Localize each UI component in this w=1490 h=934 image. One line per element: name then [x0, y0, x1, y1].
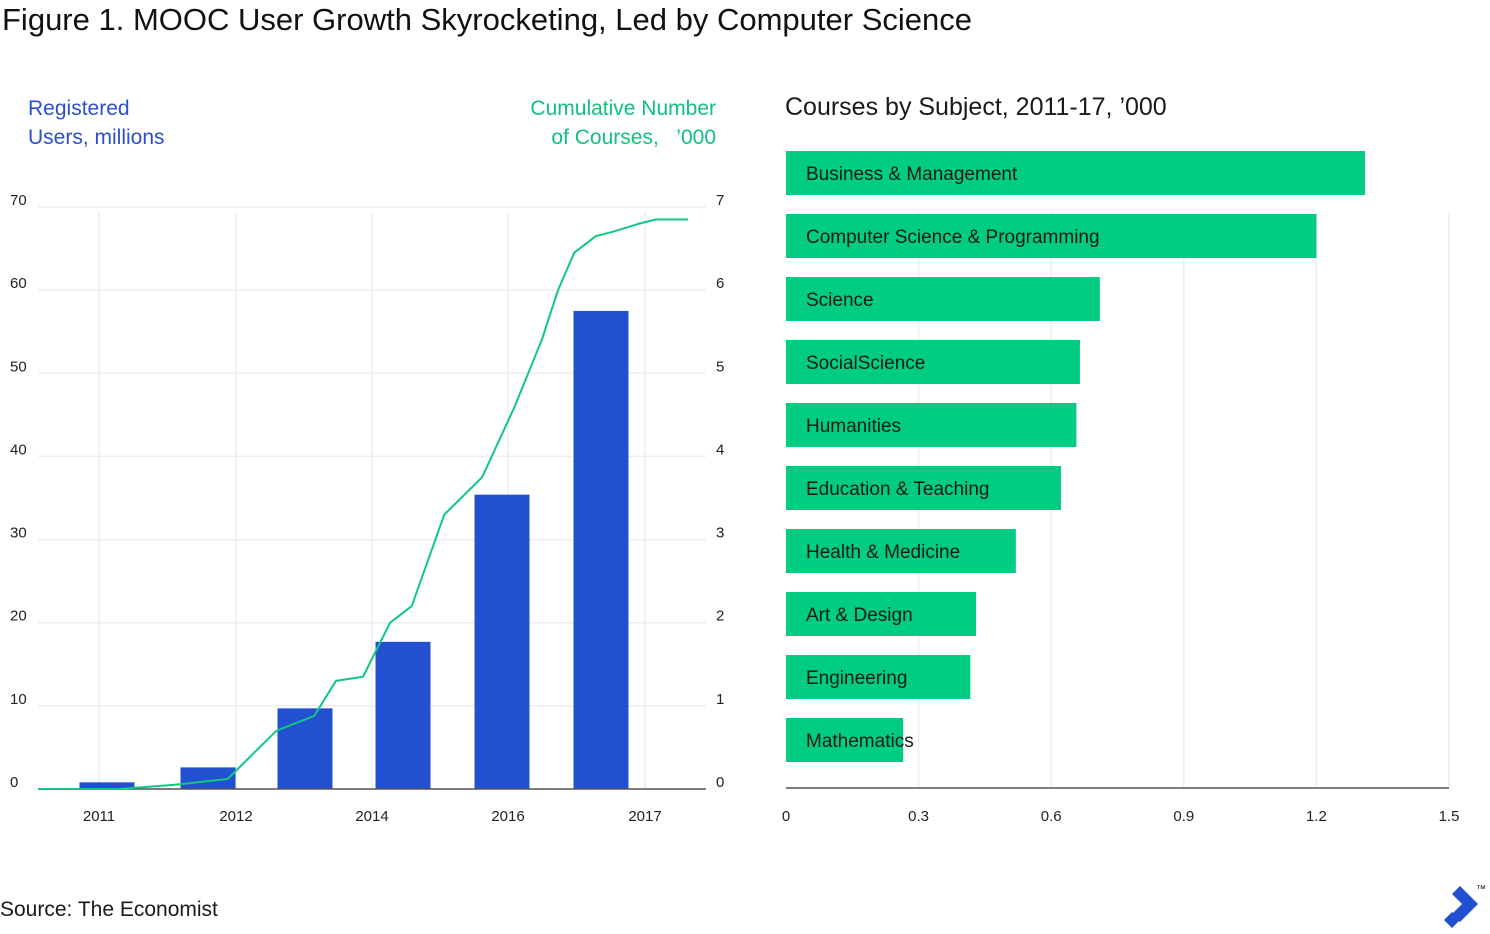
subject-bar-label: Health & Medicine — [806, 542, 960, 563]
toptal-logo-icon: ™ — [1444, 884, 1486, 928]
courses-line — [38, 218, 688, 790]
left-y-tick-label: 0 — [10, 774, 18, 791]
subject-bar — [786, 214, 1317, 258]
subject-bar — [786, 403, 1077, 447]
right-y-tick-label: 3 — [716, 525, 724, 542]
source-note: Source: The Economist — [0, 898, 218, 921]
left-y-tick-label: 20 — [10, 608, 27, 625]
x-tick-label: 2016 — [491, 808, 524, 825]
left-y-axis-title-line-2: Users, millions — [28, 126, 165, 149]
subject-bar — [786, 655, 971, 699]
right-y-tick-label: 4 — [716, 441, 724, 458]
x-tick-label: 2012 — [219, 808, 252, 825]
subject-bar-label: SocialScience — [806, 353, 925, 374]
right-y-axis-title-line-2: of Courses, ’000 — [551, 126, 716, 149]
left-y-tick-label: 50 — [10, 358, 27, 375]
x-tick-label: 0 — [782, 808, 790, 825]
figure-title: Figure 1. MOOC User Growth Skyrocketing,… — [2, 2, 972, 37]
left-y-tick-label: 10 — [10, 691, 27, 708]
x-tick-label: 1.5 — [1439, 808, 1460, 825]
subject-bar-label: Computer Science & Programming — [806, 227, 1100, 248]
right-y-axis-title: Cumulative Number of Courses, ’000 — [505, 94, 716, 152]
users-bar — [375, 641, 431, 789]
left-y-axis-title-line-1: Registered — [28, 97, 130, 120]
x-tick-label: 0.9 — [1173, 808, 1194, 825]
courses-by-subject-chart: Business & Management Computer Science & … — [782, 151, 1460, 825]
subject-bar-label: Humanities — [806, 416, 901, 437]
subject-bar-label: Art & Design — [806, 605, 913, 626]
subject-bar — [786, 277, 1100, 321]
x-tick-label: 0.3 — [908, 808, 929, 825]
subject-bar — [786, 151, 1366, 195]
x-tick-label: 2017 — [628, 808, 661, 825]
users-bar — [79, 782, 135, 789]
right-y-tick-label: 0 — [716, 774, 724, 791]
subject-bar — [786, 529, 1016, 573]
users-bar — [277, 708, 333, 789]
subject-bar-label: Science — [806, 290, 874, 311]
right-y-tick-label: 7 — [716, 192, 724, 209]
subject-bar — [786, 592, 977, 636]
subject-bar-label: Business & Management — [806, 164, 1018, 185]
subject-bar-label: Mathematics — [806, 731, 914, 752]
x-tick-label: 2014 — [355, 808, 388, 825]
left-y-tick-label: 30 — [10, 525, 27, 542]
subject-bar — [786, 718, 904, 762]
subject-bar-label: Engineering — [806, 668, 907, 689]
x-tick-label: 0.6 — [1041, 808, 1062, 825]
users-bar — [573, 310, 629, 789]
right-y-tick-label: 5 — [716, 358, 724, 375]
x-tick-label: 2011 — [83, 808, 115, 825]
subject-bar-label: Education & Teaching — [806, 479, 989, 500]
user-growth-chart: 0 10 20 30 40 50 60 70 0 1 2 3 4 5 6 7 2011 2012 2014 2016 2… — [10, 192, 724, 825]
users-bar — [474, 494, 530, 789]
left-y-tick-label: 40 — [10, 441, 27, 458]
left-y-axis-title: Registered Users, millions — [28, 94, 165, 152]
subject-bar — [786, 340, 1080, 384]
x-tick-label: 1.2 — [1306, 808, 1327, 825]
subject-bar — [786, 466, 1061, 510]
left-y-tick-label: 70 — [10, 192, 27, 209]
right-y-axis-title-line-1: Cumulative Number — [530, 97, 716, 120]
right-y-tick-label: 1 — [716, 691, 724, 708]
right-y-tick-label: 2 — [716, 608, 724, 625]
right-y-tick-label: 6 — [716, 275, 724, 292]
subject-chart-title: Courses by Subject, 2011-17, ’000 — [785, 93, 1167, 121]
svg-text:™: ™ — [1476, 884, 1486, 895]
left-y-tick-label: 60 — [10, 275, 27, 292]
